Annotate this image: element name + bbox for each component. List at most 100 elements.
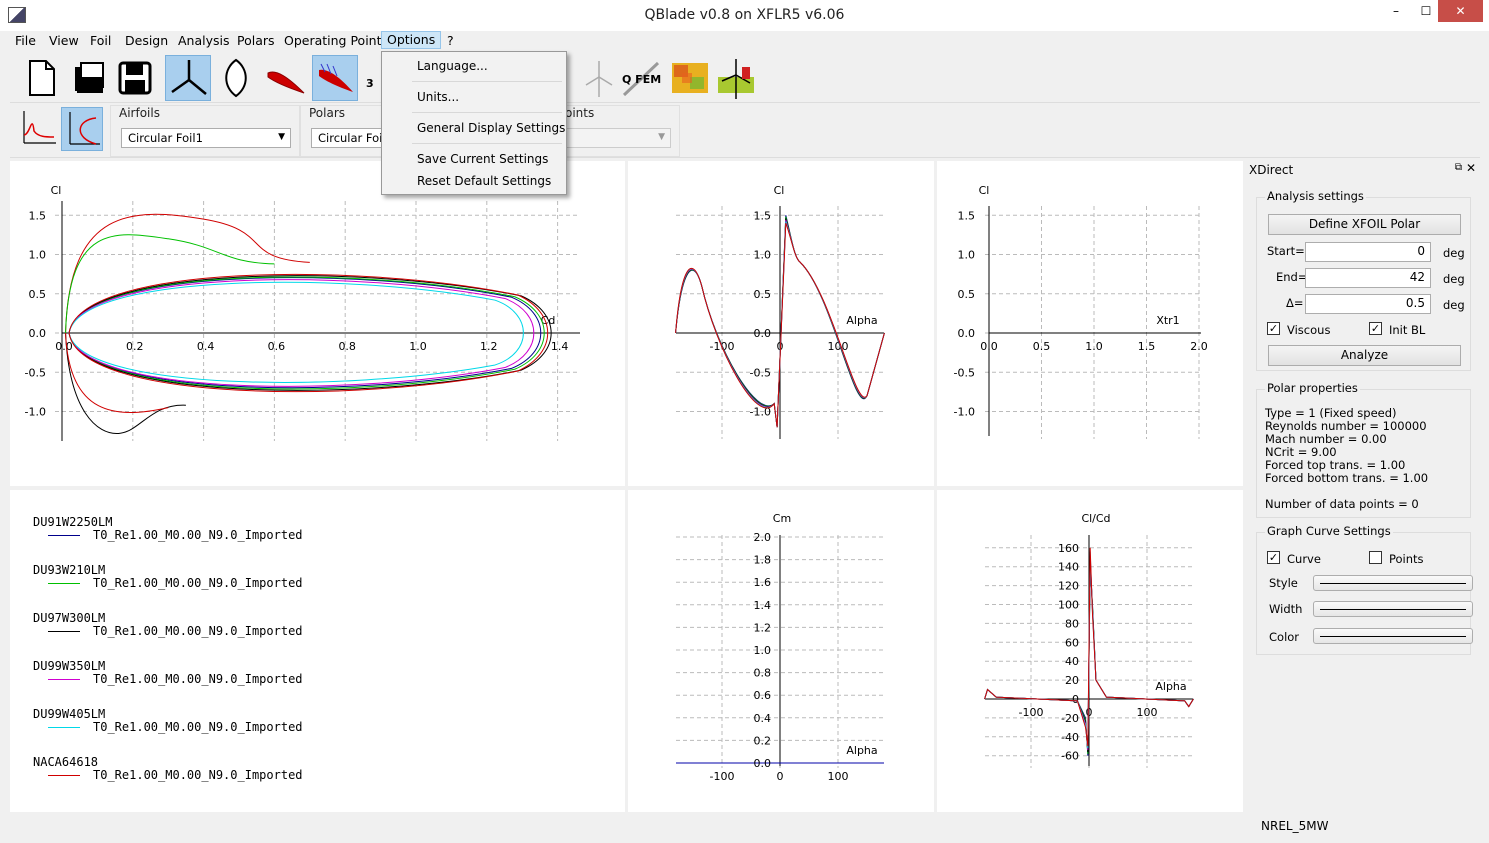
viscous-checkbox[interactable]: ✓ [1267, 322, 1280, 335]
oppoints-label: oints [565, 106, 595, 120]
y-axis-label: Cl [51, 184, 62, 197]
legend-panel: DU91W2250LM T0_Re1.00_M0.00_N9.0_Imported… [10, 490, 625, 812]
end-input[interactable]: 42 [1305, 268, 1431, 288]
menu-design[interactable]: Design [125, 33, 169, 48]
options-dropdown-menu: Language... Units... General Display Set… [381, 51, 567, 195]
width-label: Width [1269, 602, 1303, 616]
y-tick-label: 140 [1058, 561, 1079, 574]
y-tick-label: 1.5 [754, 209, 772, 222]
plot-cm-alpha[interactable]: 2.0 1.8 1.6 1.4 1.2 1.0 0.8 0.6 0.4 0.2 0.0 -100 0 10… [628, 490, 934, 812]
y-tick-label: 2.0 [754, 531, 772, 544]
style-label: Style [1269, 576, 1298, 590]
x-tick-label: 100 [828, 770, 849, 783]
polar-property-line: Number of data points = 0 [1265, 497, 1419, 511]
plot-clcd-alpha[interactable]: 160 140 120 100 80 60 40 20 0 -20 -40 -60 -100 0 100 Cl… [937, 490, 1243, 812]
y-tick-label: 1.0 [754, 644, 772, 657]
menu-item-save-current-settings[interactable]: Save Current Settings [417, 152, 549, 166]
title-bar: QBlade v0.8 on XFLR5 v6.06 – ☐ ✕ [0, 0, 1489, 31]
xfoil-direct-icon[interactable] [312, 55, 358, 101]
y-tick-label: 0.5 [958, 288, 976, 301]
polar-plot-cl-cd[interactable]: 1.5 1.0 0.5 0.0 -0.5 -1.0 0.0 0.2 0.4 0.6 0.8 1.0 1.… [10, 161, 625, 486]
clcd-alpha-curve [984, 547, 1194, 747]
y-tick-label: 0.5 [29, 288, 47, 301]
y-tick-label: -1.0 [954, 406, 975, 419]
x-axis-label: Xtr1 [1156, 314, 1179, 327]
y-axis-label: Cm [773, 512, 791, 525]
maximize-button[interactable]: ☐ [1420, 4, 1432, 18]
polar-select[interactable]: Circular Foil1 R [311, 128, 391, 148]
airfoil-select[interactable]: Circular Foil1 ▼ [121, 128, 291, 148]
y-tick-label: 1.8 [754, 554, 772, 567]
delta-input[interactable]: 0.5 [1305, 294, 1431, 314]
menu-view[interactable]: View [49, 33, 79, 48]
x-tick-label: 1.4 [551, 340, 569, 353]
polar-properties-box: Polar properties Type = 1 (Fixed speed) R… [1256, 381, 1471, 518]
turbine-icon[interactable] [576, 55, 622, 101]
points-checkbox[interactable] [1369, 551, 1382, 564]
define-xfoil-polar-button[interactable]: Define XFOIL Polar [1268, 214, 1461, 235]
x-tick-label: -100 [710, 770, 735, 783]
airfoil-icon[interactable] [262, 55, 308, 101]
menu-item-general-display-settings[interactable]: General Display Settings [417, 121, 566, 135]
color-selector[interactable] [1313, 628, 1473, 644]
analyze-button[interactable]: Analyze [1268, 345, 1461, 366]
airfoils-label: Airfoils [119, 106, 160, 120]
menu-help[interactable]: ? [447, 33, 454, 48]
polar-property-line: Forced top trans. = 1.00 [1265, 458, 1406, 472]
multi-turbine-icon[interactable] [714, 55, 760, 101]
x-tick-label: 0.6 [268, 340, 286, 353]
x-tick-label: 0 [777, 770, 784, 783]
y-tick-label: 160 [1058, 542, 1079, 555]
menu-polars[interactable]: Polars [237, 33, 275, 48]
status-project-name: NREL_5MW [1261, 819, 1329, 833]
init-bl-checkbox[interactable]: ✓ [1369, 322, 1382, 335]
vawt-icon[interactable] [213, 55, 259, 101]
y-tick-label: -0.5 [25, 366, 46, 379]
menu-analysis[interactable]: Analysis [178, 33, 230, 48]
color-label: Color [1269, 630, 1300, 644]
width-selector[interactable] [1313, 601, 1473, 617]
new-file-icon[interactable] [18, 55, 64, 101]
y-tick-label: 0.0 [754, 757, 772, 770]
y-tick-label: 0.2 [754, 734, 772, 747]
x-axis-label: Alpha [846, 744, 877, 757]
open-folder-icon[interactable] [65, 55, 111, 101]
qfem-icon[interactable]: Q FEM [620, 55, 662, 101]
menu-item-reset-default-settings[interactable]: Reset Default Settings [417, 174, 552, 188]
style-selector[interactable] [1313, 575, 1473, 591]
curve-checkbox[interactable]: ✓ [1267, 551, 1280, 564]
save-icon[interactable] [112, 55, 158, 101]
opp-view-icon[interactable] [18, 107, 60, 151]
hawt-icon[interactable] [165, 55, 211, 101]
field-icon[interactable] [668, 55, 714, 101]
plot-cl-xtr[interactable]: 1.5 1.0 0.5 0.0 -0.5 -1.0 0.0 0.5 1.0 1.5 2.0 Cl Xtr… [937, 161, 1243, 486]
menu-separator [412, 143, 562, 144]
polar-view-icon[interactable] [61, 107, 103, 151]
start-unit: deg [1443, 246, 1465, 260]
panel-close-icon[interactable]: ✕ [1465, 161, 1476, 175]
legend-airfoil-name: NACA64618 [33, 755, 99, 769]
float-icon[interactable]: ⧉ [1454, 162, 1462, 173]
y-tick-label: 0 [1072, 693, 1079, 706]
oppoint-select[interactable]: ▼ [557, 128, 671, 148]
start-input[interactable]: 0 [1305, 242, 1431, 262]
x-tick-label: -100 [1019, 706, 1044, 719]
menu-operating-points[interactable]: Operating Points [284, 33, 389, 48]
menu-separator [412, 112, 562, 113]
minimize-button[interactable]: – [1393, 4, 1399, 18]
menu-item-units[interactable]: Units... [417, 90, 460, 104]
3d-view-icon[interactable]: 3 [362, 55, 408, 101]
panel-header: XDirect ⧉ ✕ [1246, 161, 1480, 179]
airfoils-group: Airfoils Circular Foil1 ▼ [110, 105, 300, 157]
menu-options[interactable]: Options [381, 31, 442, 49]
x-tick-label: 0.4 [197, 340, 215, 353]
menu-foil[interactable]: Foil [90, 33, 112, 48]
menu-file[interactable]: File [15, 33, 36, 48]
airfoil-select-value: Circular Foil1 [128, 131, 203, 145]
y-tick-label: 1.2 [754, 621, 772, 634]
plot-cl-alpha[interactable]: 1.5 1.0 0.5 0.0 -0.5 -1.0 -100 0 100 Cl Alpha [628, 161, 934, 486]
y-tick-label: 80 [1065, 617, 1079, 630]
menu-item-language[interactable]: Language... [417, 59, 488, 73]
close-button[interactable]: ✕ [1438, 0, 1483, 22]
polar-properties-title: Polar properties [1265, 381, 1360, 395]
